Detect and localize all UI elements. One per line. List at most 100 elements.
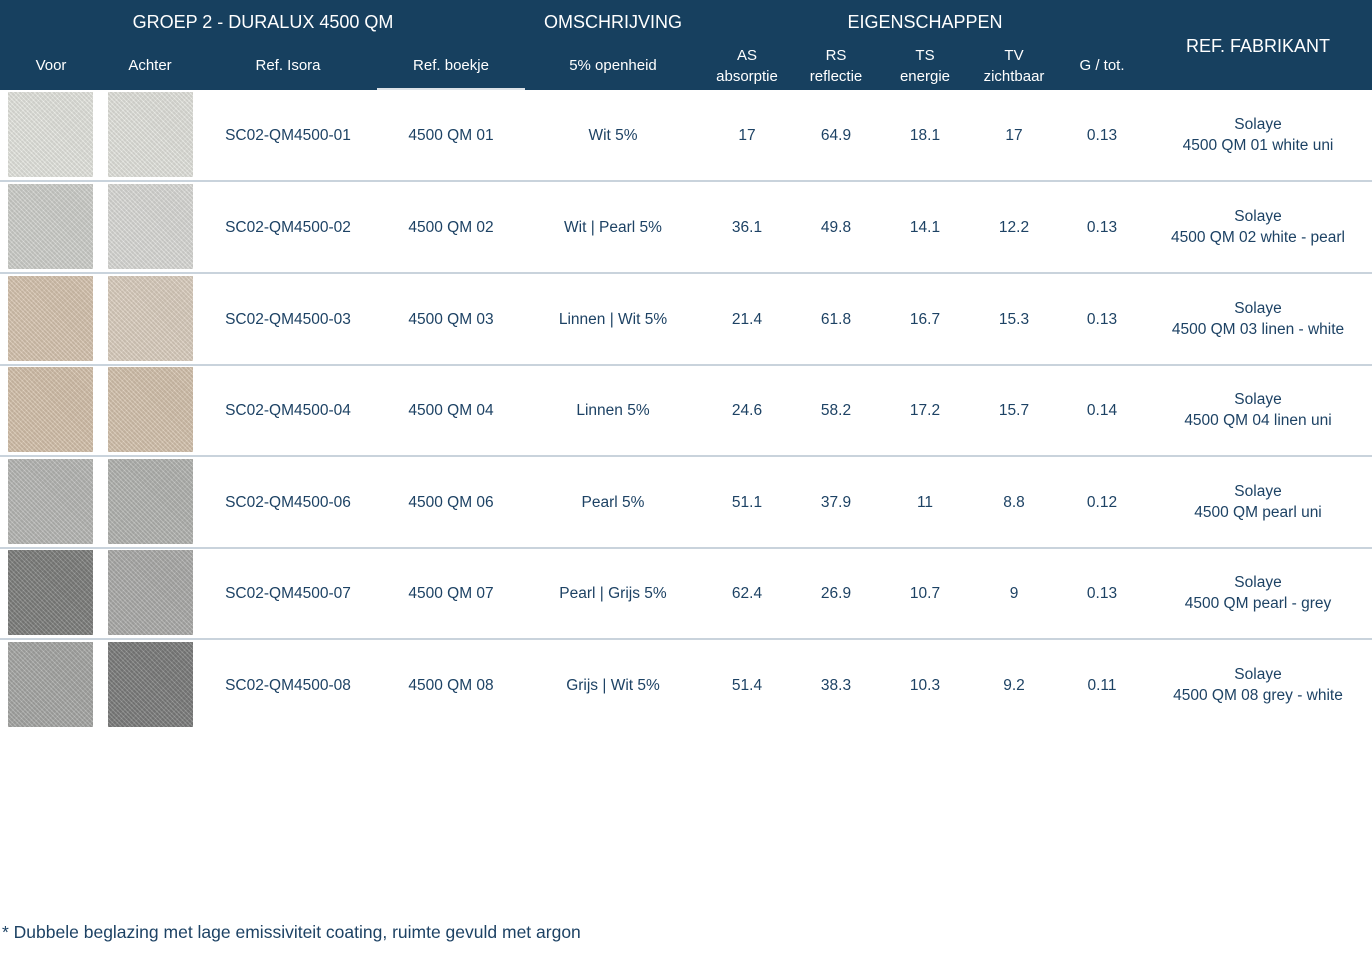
fabrikant-brand: Solaye xyxy=(1234,300,1282,317)
ts-cell: 14.1 xyxy=(909,218,941,236)
eigenschappen-heading: EIGENSCHAPPEN xyxy=(847,12,1003,32)
omschrijving-cell: Pearl | Grijs 5% xyxy=(559,584,667,602)
rs-cell: 58.2 xyxy=(820,401,852,419)
ref-isora-cell: SC02-QM4500-06 xyxy=(225,493,351,511)
ts-cell: 16.7 xyxy=(909,310,941,328)
as-cell: 21.4 xyxy=(731,310,763,328)
table-row: SC02-QM4500-06 4500 QM 06 Pearl 5% 51.1 … xyxy=(0,457,1372,549)
rs-cell: 61.8 xyxy=(820,310,852,328)
as-cell: 36.1 xyxy=(731,218,763,236)
ref-isora-cell: SC02-QM4500-01 xyxy=(225,126,351,144)
row-separator xyxy=(0,638,1372,640)
tv-cell: 9.2 xyxy=(1003,676,1025,694)
ref-fabrikant-cell: Solaye 4500 QM 01 white uni xyxy=(1146,90,1370,180)
openheid-heading: 5% openheid xyxy=(569,57,657,74)
ref-fabrikant-cell: Solaye 4500 QM 04 linen uni xyxy=(1146,365,1370,455)
table-row: SC02-QM4500-04 4500 QM 04 Linnen 5% 24.6… xyxy=(0,365,1372,457)
ref-boekje-cell: 4500 QM 03 xyxy=(408,310,494,328)
omschrijving-cell: Wit | Pearl 5% xyxy=(564,218,662,236)
omschrijving-heading: OMSCHRIJVING xyxy=(543,12,682,32)
ref-boekje-cell: 4500 QM 04 xyxy=(408,401,494,419)
tv-cell: 8.8 xyxy=(1003,493,1025,511)
rs-cell: 64.9 xyxy=(820,126,852,144)
fabric-front-swatch xyxy=(8,276,93,361)
fabrikant-reference: 4500 QM 02 white - pearl xyxy=(1170,229,1346,246)
fabric-front-swatch xyxy=(8,367,93,452)
group-title: GROEP 2 - DURALUX 4500 QM xyxy=(132,12,394,32)
ref-isora-cell: SC02-QM4500-08 xyxy=(225,676,351,694)
fabrikant-reference: 4500 QM 04 linen uni xyxy=(1184,412,1332,429)
ref-isora-heading: Ref. Isora xyxy=(255,57,321,74)
as-name: absorptie xyxy=(716,68,778,85)
g-tot-cell: 0.13 xyxy=(1086,218,1118,236)
tv-cell: 15.3 xyxy=(998,310,1030,328)
table-row: SC02-QM4500-03 4500 QM 03 Linnen | Wit 5… xyxy=(0,274,1372,366)
fabric-front-swatch xyxy=(8,92,93,177)
achter-heading: Achter xyxy=(128,57,172,74)
tv-code: TV xyxy=(1004,47,1024,64)
fabric-back-swatch xyxy=(108,92,193,177)
row-separator xyxy=(0,272,1372,274)
rs-code: RS xyxy=(825,47,847,64)
as-code: AS xyxy=(736,47,757,64)
fabrikant-reference: 4500 QM pearl - grey xyxy=(1184,595,1332,612)
fabrikant-reference: 4500 QM pearl uni xyxy=(1194,504,1322,521)
table-row: SC02-QM4500-08 4500 QM 08 Grijs | Wit 5%… xyxy=(0,640,1372,732)
ref-fabrikant-cell: Solaye 4500 QM 02 white - pearl xyxy=(1146,182,1370,272)
ts-cell: 11 xyxy=(916,493,934,511)
fabrikant-brand: Solaye xyxy=(1234,666,1282,683)
ts-cell: 10.7 xyxy=(909,584,941,602)
tv-cell: 12.2 xyxy=(998,218,1030,236)
tv-name: zichtbaar xyxy=(983,68,1045,85)
rs-cell: 37.9 xyxy=(820,493,852,511)
omschrijving-cell: Linnen | Wit 5% xyxy=(558,310,668,328)
ref-boekje-cell: 4500 QM 07 xyxy=(408,584,494,602)
row-separator xyxy=(0,364,1372,366)
ref-fabrikant-cell: Solaye 4500 QM 08 grey - white xyxy=(1146,640,1370,730)
fabric-front-swatch xyxy=(8,550,93,635)
ts-cell: 10.3 xyxy=(909,676,941,694)
ts-name: energie xyxy=(899,68,951,85)
ref-boekje-cell: 4500 QM 01 xyxy=(408,126,494,144)
table-row: SC02-QM4500-07 4500 QM 07 Pearl | Grijs … xyxy=(0,548,1372,640)
ref-isora-cell: SC02-QM4500-04 xyxy=(225,401,351,419)
ref-fabrikant-cell: Solaye 4500 QM pearl uni xyxy=(1146,457,1370,547)
as-cell: 51.4 xyxy=(731,676,763,694)
g-tot-cell: 0.12 xyxy=(1086,493,1118,511)
ref-isora-cell: SC02-QM4500-02 xyxy=(225,218,351,236)
fabric-front-swatch xyxy=(8,184,93,269)
rs-name: reflectie xyxy=(809,68,863,85)
voor-heading: Voor xyxy=(35,57,67,74)
omschrijving-cell: Grijs | Wit 5% xyxy=(566,676,660,694)
fabric-back-swatch xyxy=(108,367,193,452)
row-separator xyxy=(0,455,1372,457)
as-cell: 62.4 xyxy=(731,584,763,602)
g-tot-cell: 0.14 xyxy=(1086,401,1118,419)
ref-fabrikant-cell: Solaye 4500 QM pearl - grey xyxy=(1146,548,1370,638)
ts-code: TS xyxy=(915,47,935,64)
row-separator xyxy=(0,547,1372,549)
table-row: SC02-QM4500-02 4500 QM 02 Wit | Pearl 5%… xyxy=(0,182,1372,274)
tv-cell: 17 xyxy=(1005,126,1023,144)
ref-boekje-cell: 4500 QM 02 xyxy=(408,218,494,236)
ref-boekje-cell: 4500 QM 06 xyxy=(408,493,494,511)
ref-isora-cell: SC02-QM4500-03 xyxy=(225,310,351,328)
ref-fabrikant-heading: REF. FABRIKANT xyxy=(1185,36,1331,56)
header-underline xyxy=(377,88,525,90)
rs-cell: 49.8 xyxy=(820,218,852,236)
ref-boekje-cell: 4500 QM 08 xyxy=(408,676,494,694)
fabric-front-swatch xyxy=(8,642,93,727)
table-header: GROEP 2 - DURALUX 4500 QM OMSCHRIJVING E… xyxy=(0,0,1372,90)
fabrikant-reference: 4500 QM 08 grey - white xyxy=(1173,687,1343,704)
rs-cell: 26.9 xyxy=(820,584,852,602)
ref-isora-cell: SC02-QM4500-07 xyxy=(225,584,351,602)
fabric-back-swatch xyxy=(108,459,193,544)
fabric-back-swatch xyxy=(108,642,193,727)
fabric-back-swatch xyxy=(108,184,193,269)
ts-cell: 17.2 xyxy=(909,401,941,419)
fabrikant-brand: Solaye xyxy=(1234,574,1282,591)
fabrikant-brand: Solaye xyxy=(1234,116,1282,133)
as-cell: 51.1 xyxy=(731,493,763,511)
row-separator xyxy=(0,180,1372,182)
fabric-back-swatch xyxy=(108,550,193,635)
